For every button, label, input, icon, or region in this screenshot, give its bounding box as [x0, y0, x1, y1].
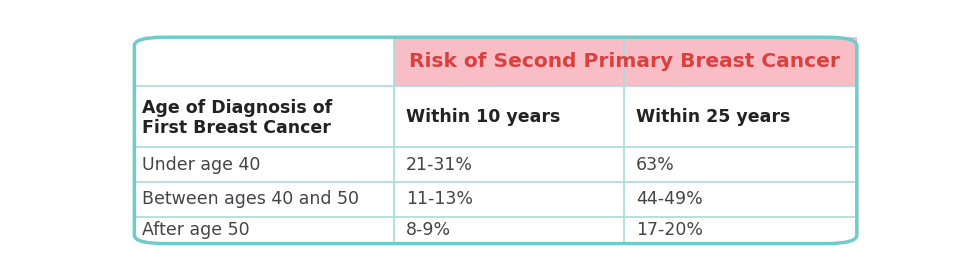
Text: Under age 40: Under age 40	[142, 156, 260, 174]
Text: After age 50: After age 50	[142, 221, 249, 239]
Text: 11-13%: 11-13%	[406, 190, 473, 208]
Text: Age of Diagnosis of: Age of Diagnosis of	[142, 100, 332, 117]
Text: Within 10 years: Within 10 years	[406, 108, 560, 126]
Text: 63%: 63%	[635, 156, 674, 174]
Text: 44-49%: 44-49%	[635, 190, 702, 208]
Text: 17-20%: 17-20%	[635, 221, 703, 239]
Bar	[134, 86, 857, 244]
Text: Risk of Second Primary Breast Cancer: Risk of Second Primary Breast Cancer	[409, 52, 840, 71]
Text: Within 25 years: Within 25 years	[635, 108, 790, 126]
Bar	[395, 37, 857, 86]
Text: 8-9%: 8-9%	[406, 221, 451, 239]
Text: Between ages 40 and 50: Between ages 40 and 50	[142, 190, 359, 208]
Text: First Breast Cancer: First Breast Cancer	[142, 119, 331, 137]
Text: 21-31%: 21-31%	[406, 156, 473, 174]
